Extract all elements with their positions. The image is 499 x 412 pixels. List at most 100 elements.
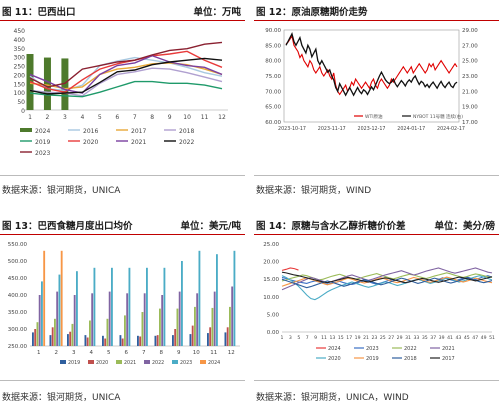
chart-source: 数据来源：银河期货，UNICA (2, 393, 121, 403)
x-tick-label: 17 (346, 335, 352, 341)
bar-2024 (61, 58, 69, 110)
bar-2020 (209, 327, 212, 346)
bar-2019 (172, 335, 174, 346)
y-tick-label: 400 (14, 37, 26, 44)
x-tick-label: 41 (447, 335, 453, 341)
x-tick-label: 2023-12-17 (358, 126, 386, 132)
y-tick-label: 450 (14, 28, 26, 35)
y-right-tick-label: 23.00 (462, 74, 478, 80)
panel-header: 图 13：巴西食糖月度出口均价 单位：美元/吨 (0, 214, 245, 235)
x-tick-label: 51 (489, 335, 495, 341)
x-tick-label: 9 (177, 350, 181, 356)
bar-2022 (56, 291, 59, 346)
legend-swatch-2023 (172, 360, 178, 364)
y-tick-label: 400.00 (8, 293, 28, 299)
legend-label: NYBOT 11号糖 连续(右) (413, 113, 463, 120)
bar-2019 (32, 332, 34, 346)
y-left-tick-label: 85.00 (265, 43, 281, 49)
x-tick-label: 39 (439, 335, 445, 341)
bar-2020 (174, 329, 177, 346)
legend-label-2019: 2019 (68, 360, 80, 366)
y-right-tick-label: 21.00 (462, 89, 478, 95)
x-tick-label: 2 (55, 350, 59, 356)
bar-2022 (178, 291, 181, 346)
x-tick-label: 11 (321, 335, 327, 341)
legend-label-2022: 2022 (152, 360, 164, 366)
bar-2020 (226, 327, 229, 346)
bar-2023 (111, 267, 113, 346)
panel-header: 图 12：原油原糖期价走势 (254, 0, 499, 21)
x-tick-label: 2024-02-17 (437, 126, 465, 132)
series-line-2019 (281, 276, 493, 287)
x-tick-label: 5 (98, 114, 102, 121)
bar-2019 (84, 335, 87, 346)
y-left-tick-label: 65.00 (265, 105, 281, 111)
legend-label-2019: 2019 (35, 139, 50, 146)
legend-label-2017: 2017 (131, 128, 146, 135)
legend-label-2022: 2022 (179, 139, 194, 146)
chart-unit: 单位：美元/吨 (180, 221, 241, 232)
x-tick-label: 2023-11-17 (318, 126, 346, 132)
x-tick-label: 15 (338, 335, 344, 341)
bar-2023 (198, 250, 201, 346)
legend-label-2023: 2023 (180, 360, 192, 366)
panel-brazil-export-price: 图 13：巴西食糖月度出口均价 单位：美元/吨 250.00 300.00 350.… (0, 214, 245, 412)
bar-2024 (60, 250, 63, 346)
x-tick-label: 33 (413, 335, 419, 341)
x-tick-label: 27 (388, 335, 394, 341)
bar-2021 (141, 312, 144, 346)
bar-2022 (143, 293, 146, 346)
series-line-2024 (281, 267, 299, 271)
x-tick-label: 10 (193, 350, 200, 356)
legend-label-2023: 2023 (366, 346, 379, 352)
y-right-tick-label: 29.00 (462, 28, 478, 34)
bar-2023 (146, 267, 148, 346)
bar-2022 (91, 293, 94, 346)
series-line-2021 (29, 55, 223, 94)
x-tick-label: 11 (201, 114, 209, 121)
bar-2023 (41, 281, 43, 346)
chart-title: 图 12：原油原糖期价走势 (256, 7, 368, 18)
chart-oil-sugar-futures: 60.00 65.00 70.00 75.00 80.00 85.00 90.00 17.00… (265, 28, 478, 132)
x-tick-label: 4 (80, 114, 84, 121)
x-tick-label: 7 (133, 114, 137, 121)
legend-swatch-2021 (116, 360, 122, 364)
y-tick-label: 300 (14, 55, 26, 62)
x-tick-label: 6 (125, 350, 129, 356)
bar-2019 (189, 334, 192, 346)
y-left-tick-label: 75.00 (265, 74, 281, 80)
series-line-2021 (281, 267, 493, 291)
series-line-2016 (29, 56, 223, 92)
bar-2019 (137, 335, 139, 346)
y-tick-label: 100 (14, 90, 26, 97)
x-tick-label: 7 (306, 335, 309, 341)
chart-unit: 单位：万吨 (193, 7, 241, 18)
y-tick-label: 5.00 (267, 312, 280, 318)
y-tick-label: 50 (17, 99, 25, 106)
x-tick-label: 31 (405, 335, 411, 341)
bar-2021 (229, 306, 231, 346)
x-tick-label: 2023-10-17 (278, 126, 306, 132)
legend-label-2024: 2024 (35, 128, 50, 135)
y-tick-label: 15.00 (263, 277, 279, 283)
bar-2020 (191, 325, 194, 346)
x-tick-label: 3 (289, 335, 292, 341)
chart-title: 图 11：巴西出口 (2, 7, 76, 18)
x-tick-label: 5 (107, 350, 111, 356)
series-line-2022 (29, 57, 223, 95)
x-tick-label: 25 (380, 335, 386, 341)
y-tick-label: 0.00 (267, 330, 280, 336)
y-left-tick-label: 60.00 (265, 120, 281, 126)
x-tick-label: 8 (150, 114, 154, 121)
panel-oil-sugar-futures: 图 12：原油原糖期价走势 60.00 65.00 70.00 75.00 80.00 8… (254, 0, 499, 198)
bar-2024 (43, 57, 51, 110)
bar-2019 (154, 335, 157, 346)
y-tick-label: 200 (14, 72, 26, 79)
bar-2020 (121, 338, 124, 346)
bar-2022 (196, 293, 199, 346)
y-tick-label: 250 (14, 64, 26, 71)
legend-label-2020: 2020 (83, 139, 98, 146)
panel-brazil-exports: 图 11：巴西出口 单位：万吨 0 50 100 150 200 250 300 350 400… (0, 0, 245, 198)
panel-header: 图 11：巴西出口 单位：万吨 (0, 0, 245, 21)
